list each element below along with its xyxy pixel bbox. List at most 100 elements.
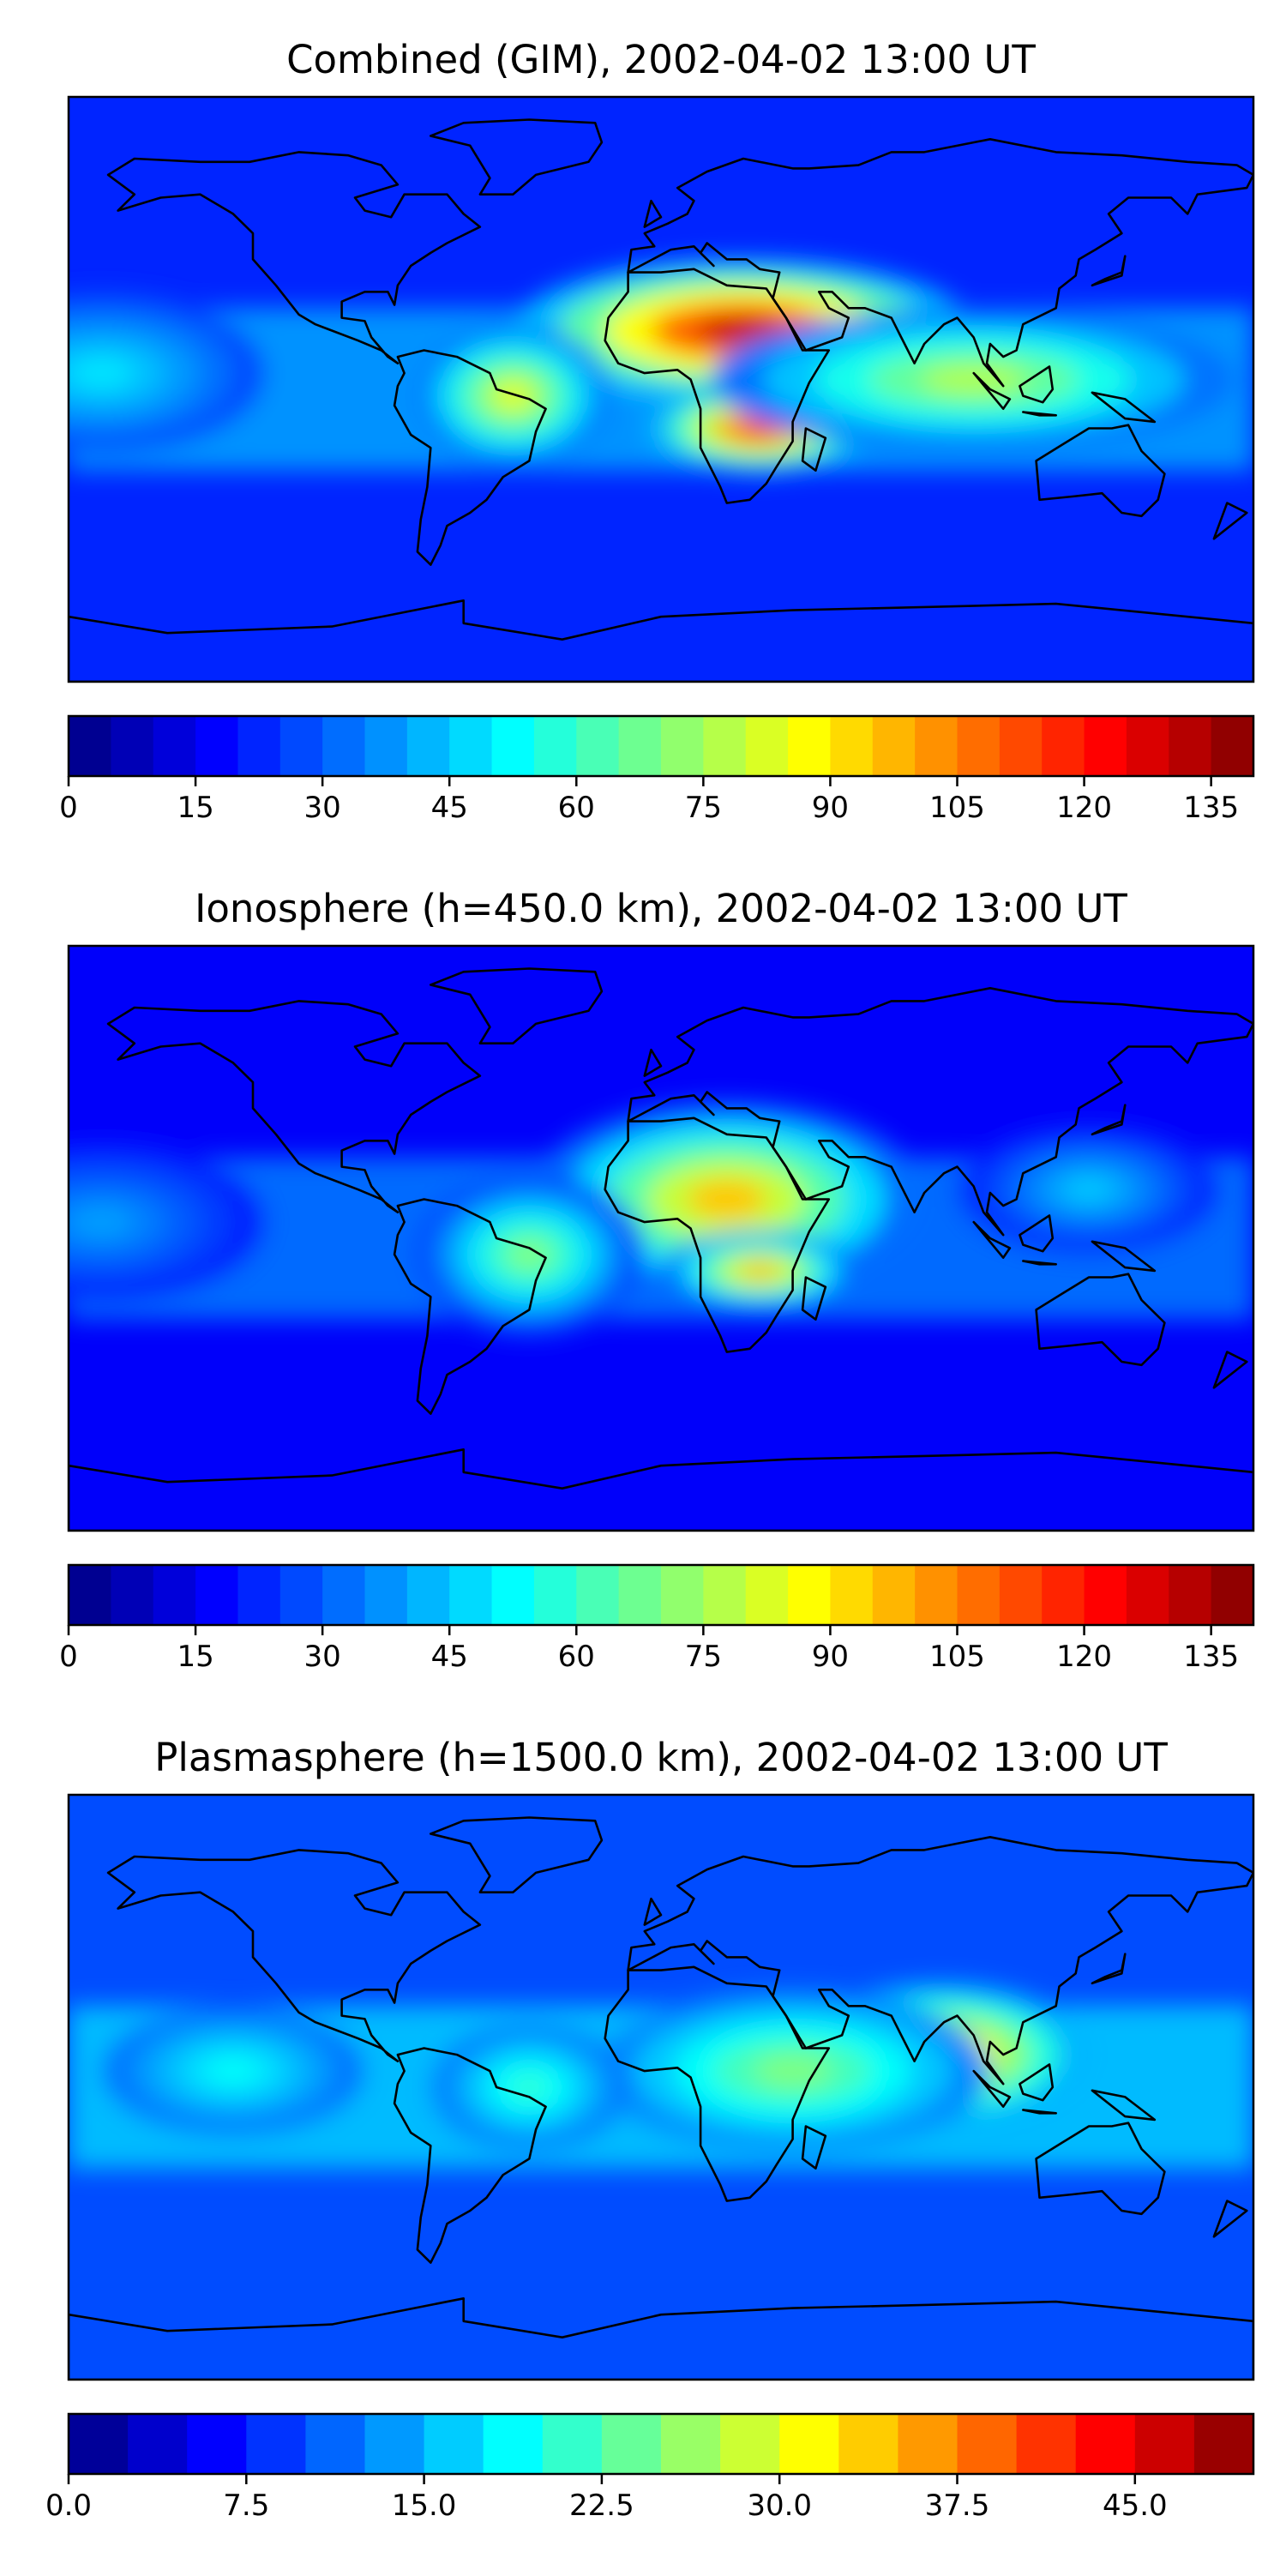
colorbar-segment <box>915 1565 958 1625</box>
coastline-path <box>1035 424 1166 518</box>
colorbar-segment <box>69 1565 111 1625</box>
colorbar-tick-label: 75 <box>685 1640 722 1674</box>
coastline-path <box>643 1897 663 1926</box>
colorbar-tick-label: 30 <box>304 791 341 825</box>
colorbar-segment <box>661 2414 721 2474</box>
field-raster <box>69 97 1253 682</box>
colorbar-segment <box>999 716 1043 776</box>
colorbar-tick-label: 15 <box>177 791 213 825</box>
coastline-path <box>69 1448 1253 1531</box>
colorbar-tick-label: 135 <box>1183 1640 1239 1674</box>
coastline-path <box>393 1198 547 1415</box>
coastline-path <box>430 1816 604 1893</box>
colorbar-segment <box>111 1565 154 1625</box>
colorbar-segment <box>830 1565 874 1625</box>
colorbar-segment <box>601 2414 662 2474</box>
colorbar-segment <box>491 716 535 776</box>
colorbar: 0.0 7.5 15.0 22.5 30.0 37.5 45.0 <box>45 2412 1255 2523</box>
colorbar-tick-label: 30 <box>304 1640 341 1674</box>
colorbar-tick-label: 45 <box>431 1640 468 1674</box>
colorbar-segment <box>957 2414 1018 2474</box>
coastline-path <box>1019 1214 1055 1253</box>
colorbar-segment <box>1169 1565 1212 1625</box>
colorbar-segment <box>322 1565 366 1625</box>
colorbar-segment <box>153 716 196 776</box>
colorbar-segment <box>661 1565 704 1625</box>
map-area <box>67 944 1255 1532</box>
colorbar-segment <box>195 716 239 776</box>
panel-title: Plasmasphere (h=1500.0 km), 2002-04-02 1… <box>154 1735 1168 1780</box>
coastline-path <box>430 967 604 1044</box>
coastline-path <box>106 1000 482 1213</box>
coastline-path <box>972 371 1012 410</box>
colorbar-segment <box>153 1565 196 1625</box>
coastlines <box>69 967 1253 1531</box>
colorbar-segment <box>237 1565 281 1625</box>
colorbar-segment <box>745 716 789 776</box>
colorbar-segment <box>246 2414 306 2474</box>
coastline-path <box>1091 391 1157 424</box>
coastline-path <box>604 268 831 504</box>
colorbar-tick-label: 135 <box>1183 791 1239 825</box>
coastline-path <box>1022 411 1057 417</box>
colorbar-segment <box>1084 716 1127 776</box>
coastline-path <box>627 138 1253 388</box>
coastline-path <box>972 1220 1012 1259</box>
colorbar-segment <box>1126 716 1169 776</box>
colorbar-tick-label: 37.5 <box>925 2489 990 2523</box>
colorbar-tick-label: 45 <box>431 791 468 825</box>
colorbar-segment <box>1084 1565 1127 1625</box>
colorbar-segment <box>957 716 1001 776</box>
coastline-path <box>627 1836 1253 2085</box>
colorbar-segment <box>1126 1565 1169 1625</box>
colorbar-tick-label: 7.5 <box>223 2489 269 2523</box>
coastline-path <box>430 118 604 196</box>
colorbar-tick-label: 105 <box>929 1640 985 1674</box>
colorbar-segment <box>872 716 916 776</box>
colorbar-segment <box>1042 1565 1085 1625</box>
coastline-path <box>1019 365 1055 404</box>
coastline-path <box>393 349 547 566</box>
coastlines <box>69 118 1253 682</box>
colorbar-tick-label: 120 <box>1056 791 1112 825</box>
colorbar-segment <box>542 2414 603 2474</box>
map-area <box>67 95 1255 683</box>
colorbar-segment <box>618 716 662 776</box>
colorbar-tick-label: 60 <box>558 791 595 825</box>
colorbar-segment <box>1193 2414 1254 2474</box>
coastline-path <box>1212 502 1248 540</box>
colorbar-segment <box>69 716 111 776</box>
colorbar-segment <box>957 1565 1001 1625</box>
coastline-path <box>1091 1953 1127 1985</box>
colorbar-frame <box>67 714 1255 778</box>
colorbar-segment <box>999 1565 1043 1625</box>
coastline-path <box>1212 1351 1248 1389</box>
colorbar-tick-label: 90 <box>812 791 849 825</box>
panel-title: Ionosphere (h=450.0 km), 2002-04-02 13:0… <box>195 886 1127 931</box>
colorbar-segment <box>830 716 874 776</box>
colorbar-segment <box>576 716 620 776</box>
map-frame <box>67 944 1255 1532</box>
panel-ionosphere: Ionosphere (h=450.0 km), 2002-04-02 13:0… <box>59 886 1255 1674</box>
colorbar-segment <box>1075 2414 1136 2474</box>
coastline-path <box>1022 1260 1057 1266</box>
colorbar-tick-label: 0.0 <box>45 2489 92 2523</box>
colorbar-segment <box>237 716 281 776</box>
coastline-path <box>1091 1104 1127 1136</box>
colorbar-tick-label: 120 <box>1056 1640 1112 1674</box>
colorbar-segment <box>449 716 493 776</box>
colorbar-tick-label: 0 <box>59 791 78 825</box>
colorbar-segment <box>187 2414 247 2474</box>
field-raster <box>69 946 1253 1531</box>
colorbar-segment <box>491 1565 535 1625</box>
colorbar-segment <box>279 716 323 776</box>
colorbar-segment <box>483 2414 544 2474</box>
colorbar: 0 15 30 45 60 75 90 105 120 135 <box>59 714 1255 825</box>
colorbar-segment <box>533 1565 577 1625</box>
panel-combined: Combined (GIM), 2002-04-02 13:00 UT 0 15 3… <box>59 37 1255 825</box>
coastline-path <box>604 1965 831 2202</box>
colorbar-tick-label: 15.0 <box>392 2489 457 2523</box>
coastline-path <box>627 987 1253 1237</box>
